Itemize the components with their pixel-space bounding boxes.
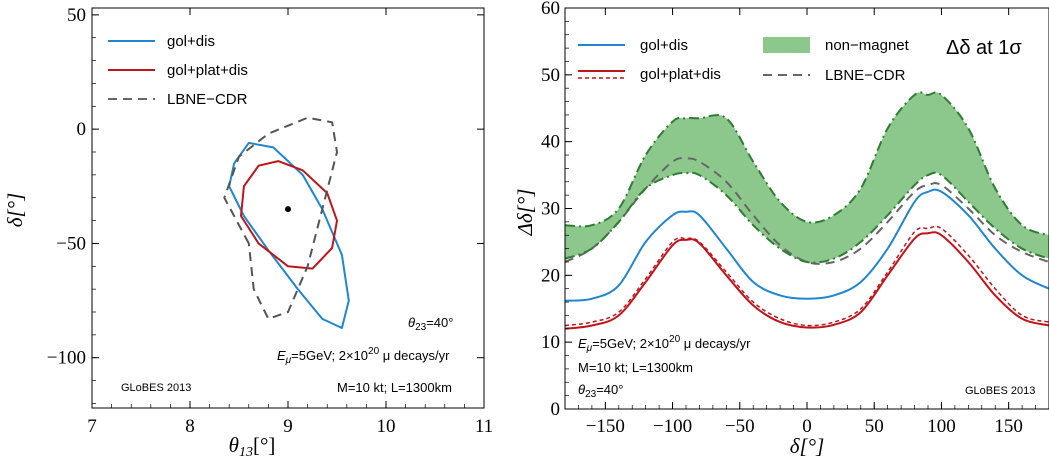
legend-swatch-nonmagnet (763, 37, 810, 53)
detector-annotation-r: M=10 kt; L=1300km (578, 360, 693, 375)
right-y-tick-label: 0 (551, 399, 561, 420)
left-y-tick-label: −50 (56, 233, 86, 254)
legend-label-gol-dis-r: gol+dis (640, 37, 688, 54)
contour-gol-plat-dis (240, 160, 338, 270)
left-legend: gol+dis gol+plat+dis LBNE−CDR (108, 33, 248, 108)
left-x-tick-label: 7 (87, 416, 97, 437)
right-y-tick-label: 40 (541, 132, 560, 153)
right-x-tick-label: −50 (725, 416, 755, 437)
left-y-tick-label: 0 (77, 119, 87, 140)
legend-label-lbne: LBNE−CDR (167, 91, 248, 108)
left-series-group (223, 116, 350, 329)
right-y-tick-label: 30 (541, 199, 560, 220)
legend-label-gol-plat-dis-r: gol+plat+dis (640, 66, 721, 83)
right-chart: −150 −100 −50 0 50 100 150 0 10 20 30 40 50 60 gol+di… (513, 0, 1049, 458)
right-x-tick-label: 0 (802, 416, 812, 437)
curve-gol-dis (565, 188, 1049, 302)
contour-gol-dis (228, 141, 350, 329)
right-y-tick-label: 20 (541, 265, 560, 286)
left-x-tick-label: 10 (377, 416, 396, 437)
right-y-axis-label: Δδ[°] (513, 189, 537, 237)
left-x-tick-label: 9 (283, 416, 293, 437)
beam-annotation: Eμ=5GeV; 2×1020 μ decays/yr (277, 346, 450, 366)
non-magnet-band-fill (565, 92, 1049, 263)
left-x-axis-label: θ13[°] (229, 433, 276, 458)
legend-label-lbne-r: LBNE−CDR (825, 67, 906, 84)
legend-label-nonmagnet: non−magnet (825, 37, 910, 54)
left-x-tick-label: 11 (475, 416, 493, 437)
left-y-axis-label: δ[°] (3, 193, 27, 228)
left-chart: 7 8 9 10 11 50 0 −50 −100 gol+dis gol+plat+dis L… (3, 5, 493, 458)
true-value-point (285, 206, 291, 213)
non-magnet-band (565, 92, 1049, 263)
right-x-tick-label: 50 (865, 416, 884, 437)
right-x-tick-label: 100 (927, 416, 956, 437)
globes-label-r: GLoBES 2013 (965, 385, 1035, 397)
right-x-axis-label: δ[°] (790, 434, 825, 458)
left-tick-group: 7 8 9 10 11 50 0 −50 −100 (47, 5, 493, 437)
curve-gol-plat-dis (565, 231, 1049, 330)
right-legend: gol+dis gol+plat+dis non−magnet LBNE−CDR (578, 37, 910, 84)
right-x-tick-label: −100 (653, 416, 692, 437)
curve-non-magnet-lower (565, 171, 1049, 264)
right-title: Δδ at 1σ (946, 37, 1022, 59)
beam-annotation-r: Eμ=5GeV; 2×1020 μ decays/yr (578, 334, 751, 354)
detector-annotation: M=10 kt; L=1300km (337, 380, 452, 395)
right-x-tick-label: 150 (994, 416, 1023, 437)
curve-lbne-cdr (565, 157, 1049, 265)
contour-lbne-cdr (223, 116, 338, 320)
right-x-tick-label: −150 (586, 416, 625, 437)
left-x-tick-label: 8 (185, 416, 195, 437)
curve-non-magnet-upper (565, 91, 1049, 237)
right-y-tick-label: 50 (541, 65, 560, 86)
left-y-tick-label: −100 (47, 348, 86, 369)
legend-label-gol-plat-dis: gol+plat+dis (167, 62, 248, 79)
theta23-annotation: θ23=40° (408, 315, 453, 333)
theta23-annotation-r: θ23=40° (578, 382, 623, 400)
legend-label-gol-dis: gol+dis (167, 33, 215, 50)
globes-label: GLoBES 2013 (121, 382, 191, 394)
right-series-group (565, 91, 1049, 330)
curve-gol-plat-dis-dashed (565, 225, 1049, 327)
right-y-tick-label: 60 (541, 0, 560, 19)
right-y-tick-label: 10 (541, 332, 560, 353)
right-tick-group: −150 −100 −50 0 50 100 150 0 10 20 30 40 50 60 (541, 0, 1049, 437)
left-y-tick-label: 50 (67, 5, 86, 26)
